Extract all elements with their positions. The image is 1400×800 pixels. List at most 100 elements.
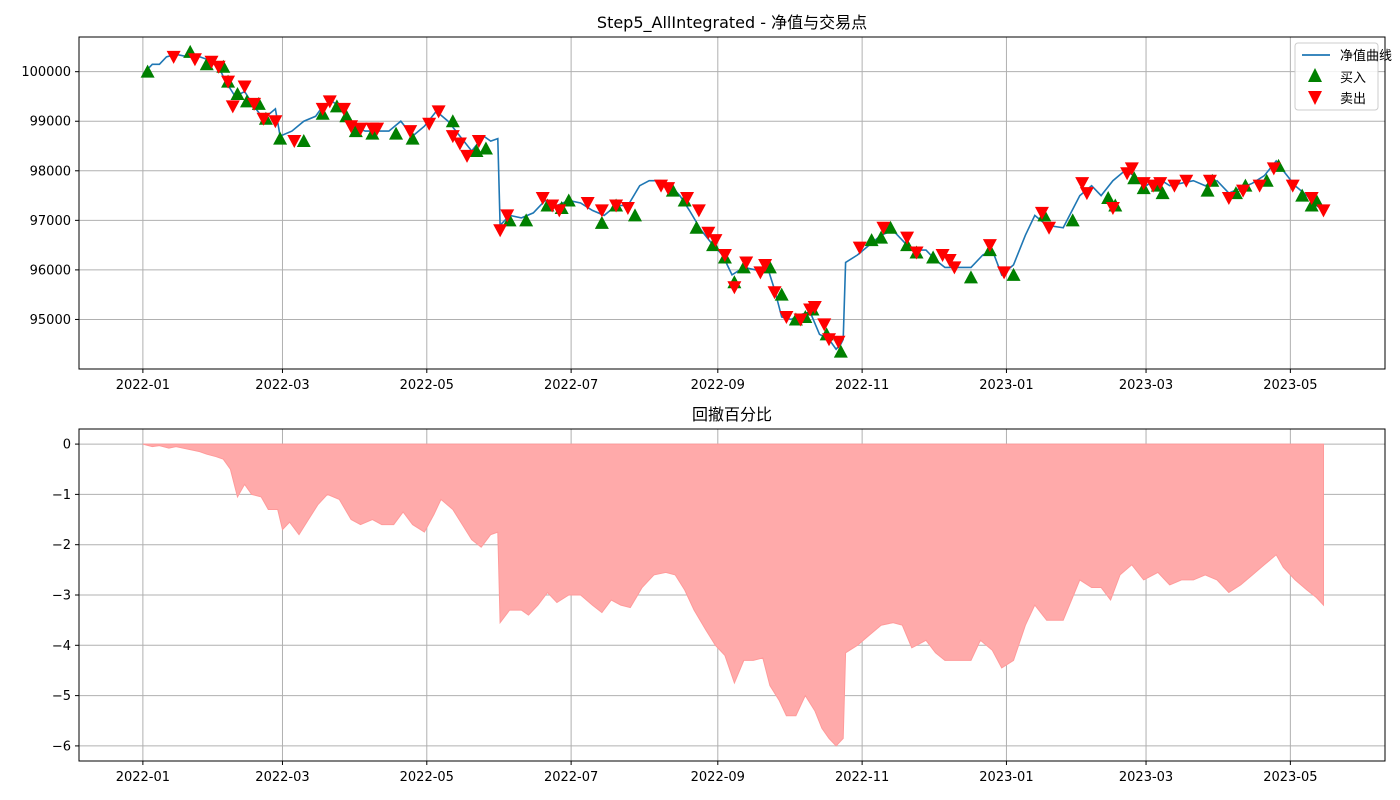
sell-marker	[1304, 192, 1319, 206]
equity-x-tick-label: 2022-09	[691, 378, 745, 393]
buy-marker	[1309, 193, 1324, 207]
equity-x-tick-label: 2023-01	[979, 378, 1033, 393]
buy-marker	[389, 126, 404, 140]
drawdown-y-tick-label: −6	[52, 739, 71, 754]
sell-marker	[315, 102, 330, 116]
drawdown-area	[142, 443, 1324, 747]
drawdown-y-tick-label: −4	[52, 639, 71, 654]
sell-marker	[661, 182, 676, 196]
sell-marker	[779, 310, 794, 324]
sell-marker	[691, 204, 706, 218]
sell-marker	[580, 197, 595, 210]
drawdown-y-tick-label: 0	[63, 438, 71, 453]
equity-x-tick-label: 2022-01	[116, 378, 170, 393]
sell-marker	[187, 53, 202, 67]
sell-marker	[876, 221, 891, 235]
buy-marker	[833, 344, 848, 358]
sell-marker	[1153, 177, 1168, 191]
sell-marker	[493, 224, 508, 238]
sell-marker	[1075, 177, 1090, 191]
buy-marker	[519, 213, 534, 227]
sell-marker	[997, 266, 1012, 280]
sell-marker	[431, 105, 446, 119]
buy-marker	[1155, 186, 1170, 200]
sell-marker	[909, 246, 924, 260]
equity-y-tick-label: 96000	[30, 263, 71, 278]
sell-marker	[552, 204, 567, 218]
buy-marker	[1295, 188, 1310, 202]
buy-marker	[665, 183, 680, 197]
drawdown-y-tick-label: −5	[52, 689, 71, 704]
sell-marker	[336, 102, 351, 116]
buy-marker	[230, 86, 245, 100]
sell-marker	[422, 117, 437, 131]
legend-sell-swatch	[1308, 91, 1322, 105]
sell-marker	[1179, 174, 1194, 188]
equity-x-tick-label: 2022-11	[835, 378, 889, 393]
sell-marker	[1042, 221, 1057, 235]
legend-label: 净值曲线	[1340, 48, 1392, 64]
legend-label: 买入	[1340, 71, 1366, 86]
sell-marker	[900, 231, 915, 245]
sell-marker	[758, 258, 773, 272]
sell-marker	[1252, 179, 1267, 193]
drawdown-x-tick-label: 2022-03	[255, 770, 309, 785]
drawdown-y-tick-label: −1	[52, 488, 71, 503]
sell-marker	[1167, 179, 1182, 193]
legend-label: 卖出	[1340, 92, 1366, 107]
buy-marker	[140, 64, 155, 78]
equity-y-tick-label: 98000	[30, 164, 71, 179]
sell-marker	[256, 112, 271, 126]
equity-y-tick-label: 97000	[30, 214, 71, 229]
sell-marker	[701, 226, 716, 240]
sell-marker	[1034, 206, 1049, 220]
sell-marker	[460, 149, 475, 163]
sell-marker	[767, 286, 782, 300]
drawdown-plot-frame	[78, 428, 1386, 762]
sell-marker	[982, 239, 997, 253]
sell-marker	[1221, 192, 1236, 206]
sell-marker	[204, 55, 219, 69]
sell-marker	[807, 301, 822, 315]
sell-marker	[403, 125, 418, 139]
equity-plot-frame	[78, 36, 1386, 370]
sell-marker	[370, 122, 385, 136]
buy-marker	[273, 131, 288, 145]
sell-marker	[237, 80, 252, 94]
equity-chart-title: Step5_AllIntegrated - 净值与交易点	[597, 13, 867, 33]
sell-marker	[609, 199, 624, 213]
sell-marker	[1285, 179, 1300, 193]
sell-marker	[1236, 184, 1251, 198]
equity-x-tick-label: 2022-07	[544, 378, 598, 393]
sell-marker	[268, 115, 283, 129]
equity-y-tick-label: 99000	[30, 115, 71, 130]
buy-marker	[963, 270, 978, 284]
drawdown-x-tick-label: 2023-01	[979, 770, 1033, 785]
sell-marker	[852, 241, 867, 255]
sell-marker	[1124, 162, 1139, 176]
sell-marker	[211, 60, 226, 74]
buy-marker	[339, 109, 354, 123]
buy-marker	[926, 250, 941, 264]
buy-marker	[561, 193, 576, 207]
buy-marker	[883, 220, 898, 234]
sell-marker	[353, 122, 368, 136]
drawdown-x-tick-label: 2022-01	[116, 770, 170, 785]
sell-marker	[1105, 201, 1120, 215]
sell-marker	[1202, 174, 1217, 188]
buy-marker	[689, 220, 704, 234]
equity-x-tick-label: 2022-03	[255, 378, 309, 393]
drawdown-plot: 回撤百分比 2022-01 2022-03 2022-05 2022-07 2022-0…	[52, 405, 1386, 785]
equity-plot: Step5_AllIntegrated - 净值与交易点 2022-01 2022…	[21, 13, 1392, 393]
sell-marker	[452, 137, 467, 151]
equity-y-tick-label: 95000	[30, 313, 71, 328]
drawdown-x-tick-label: 2022-09	[691, 770, 745, 785]
buy-marker	[594, 215, 609, 229]
sell-marker	[947, 261, 962, 275]
sell-marker	[471, 135, 486, 149]
buy-marker	[774, 287, 789, 301]
sell-marker	[287, 135, 302, 149]
sell-marker	[322, 95, 337, 109]
